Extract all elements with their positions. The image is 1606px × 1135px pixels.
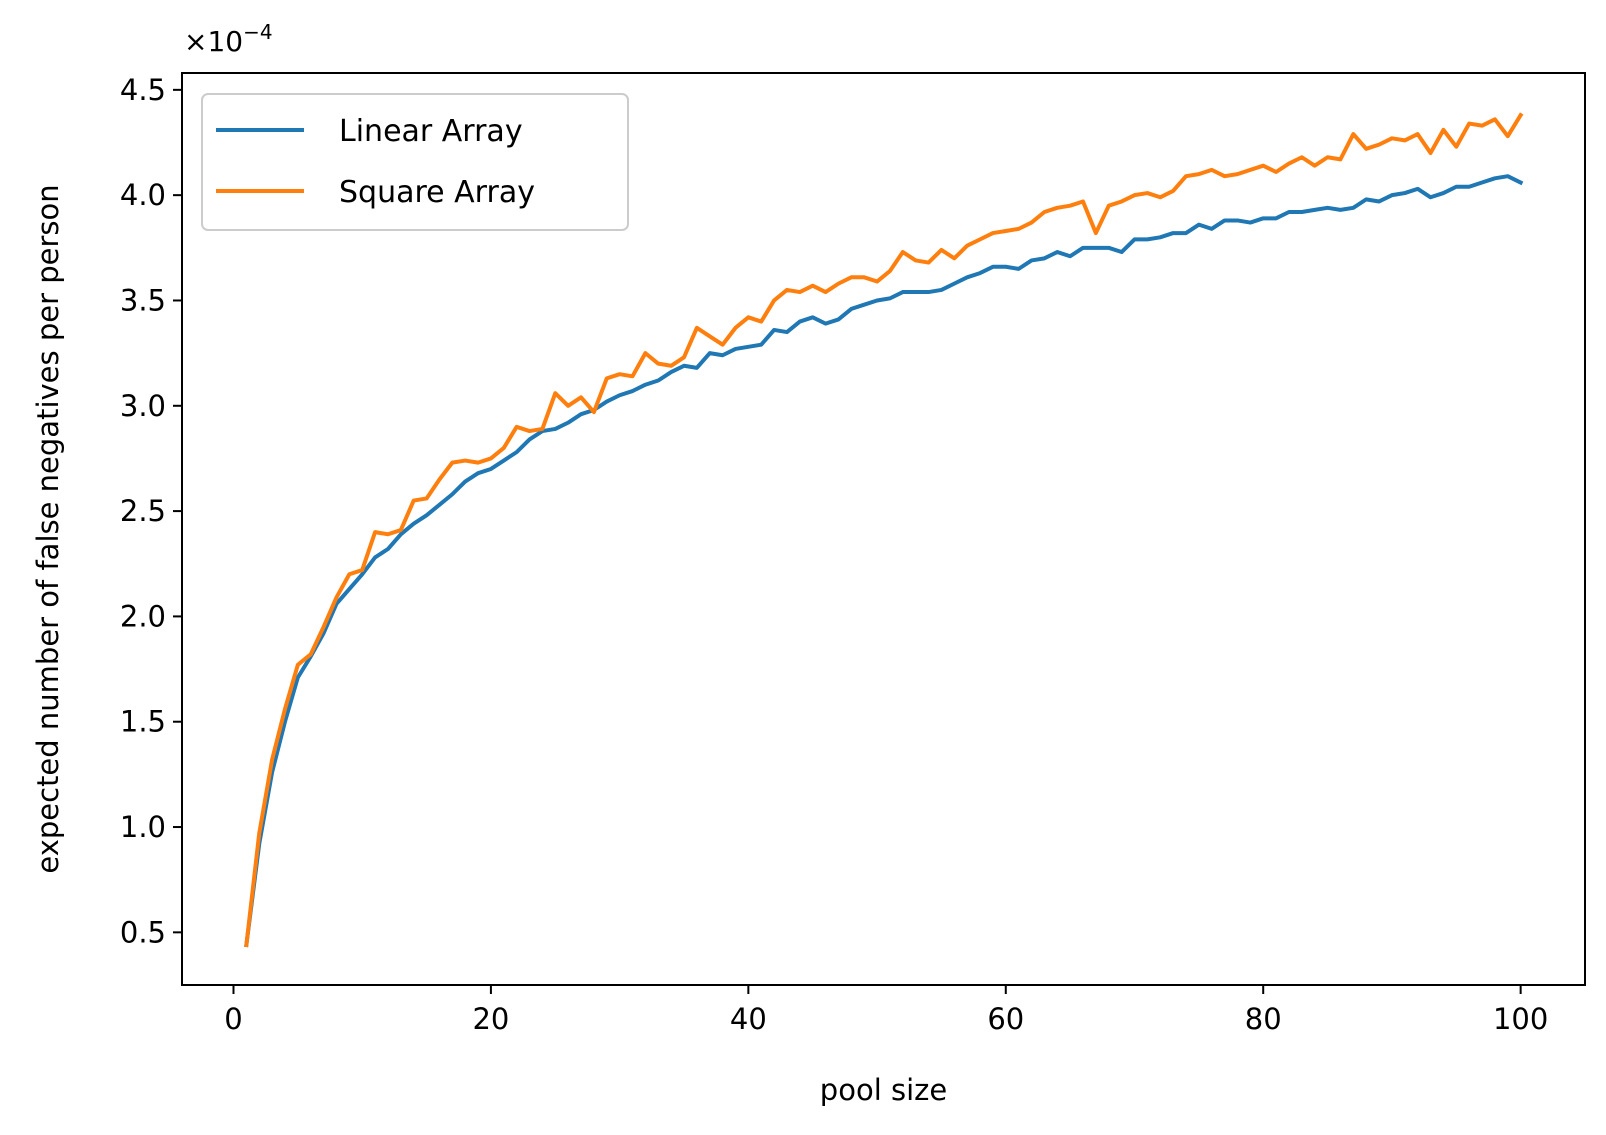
y-tick-label: 1.5 [120, 705, 166, 739]
y-tick-label: 4.5 [120, 73, 166, 107]
y-tick-label: 3.0 [120, 389, 166, 423]
x-tick-label: 0 [224, 1002, 242, 1036]
x-tick-label: 20 [472, 1002, 509, 1036]
y-axis-offset-label: ×10−4 [184, 20, 273, 58]
y-axis-ticks: 0.5 1.0 1.5 2.0 2.5 3.0 3.5 4.0 4.5 [120, 73, 182, 949]
series-line-square-array [244, 112, 1524, 948]
y-axis-offset-exponent: −4 [243, 20, 272, 44]
x-tick-label: 100 [1493, 1002, 1548, 1036]
y-tick-label: 2.0 [120, 599, 166, 633]
legend-label: Square Array [339, 175, 535, 210]
y-tick-label: 1.0 [120, 810, 166, 844]
plot-frame [181, 72, 1586, 986]
x-axis-label: pool size [820, 1073, 947, 1107]
x-tick-label: 60 [987, 1002, 1024, 1036]
y-axis-label: expected number of false negatives per p… [31, 184, 65, 873]
y-tick-label: 2.5 [120, 494, 166, 528]
legend-box [201, 93, 629, 231]
x-tick-label: 80 [1245, 1002, 1282, 1036]
x-axis-ticks: 0 20 40 60 80 100 [224, 985, 1548, 1036]
y-tick-label: 4.0 [120, 178, 166, 212]
x-tick-label: 40 [730, 1002, 767, 1036]
series-layer [244, 112, 1524, 948]
legend: Linear Array Square Array [201, 93, 629, 231]
series-line-linear-array [244, 174, 1524, 948]
y-tick-label: 0.5 [120, 915, 166, 949]
legend-label: Linear Array [339, 114, 523, 149]
y-tick-label: 3.5 [120, 283, 166, 317]
